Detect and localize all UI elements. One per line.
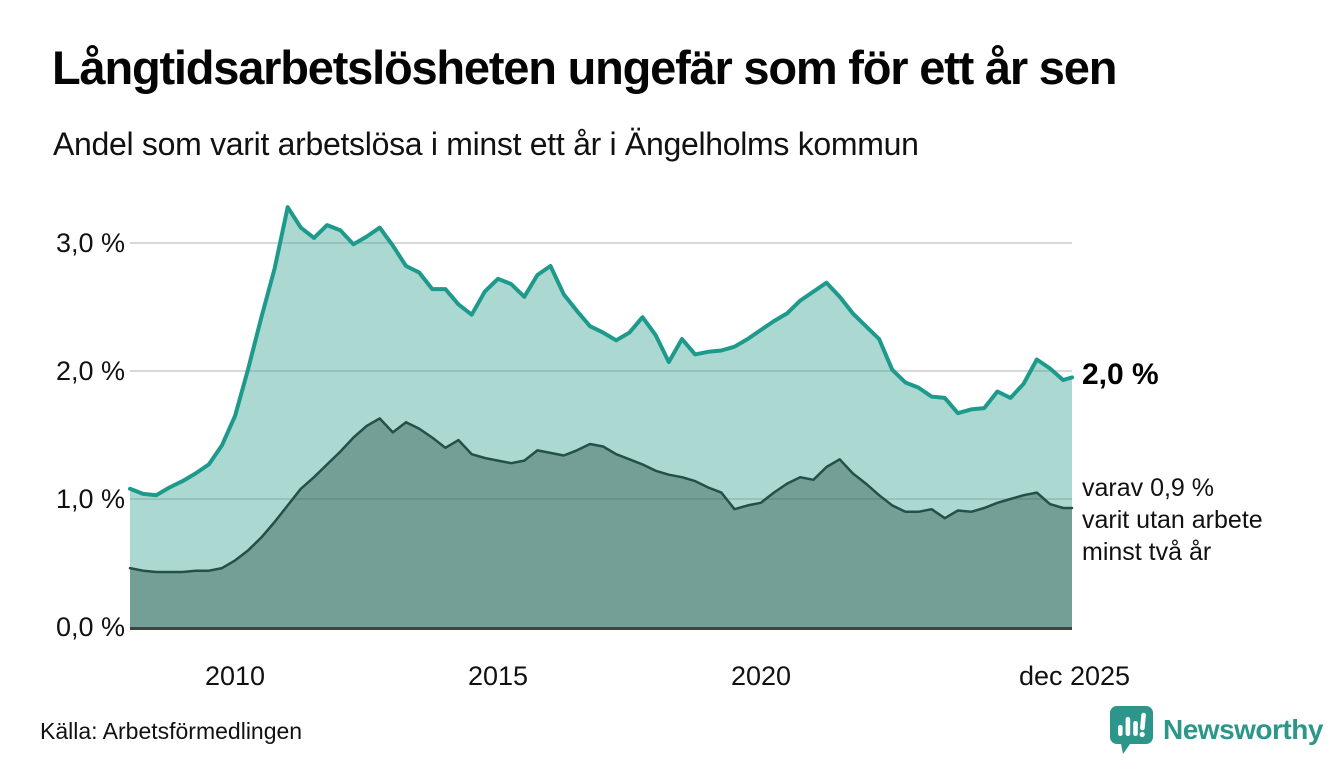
series2-annotation-line2: varit utan arbete bbox=[1082, 506, 1263, 534]
y-tick-0: 0,0 % bbox=[55, 612, 125, 642]
newsworthy-speech-bubble-bar-chart-icon bbox=[1110, 706, 1153, 754]
y-tick-2: 2,0 % bbox=[55, 356, 125, 386]
y-tick-1: 1,0 % bbox=[55, 484, 125, 514]
series1-end-value-label: 2,0 % bbox=[1082, 358, 1159, 391]
x-tick-2015: 2015 bbox=[467, 661, 529, 691]
x-tick-2010: 2010 bbox=[204, 661, 266, 691]
x-tick-2020: 2020 bbox=[730, 661, 792, 691]
series2-end-annotation: varav 0,9 % varit utan arbete minst två … bbox=[1082, 472, 1263, 568]
x-tick-dec-2025: dec 2025 bbox=[1018, 661, 1131, 691]
brand-name: Newsworthy bbox=[1163, 714, 1323, 745]
series2-annotation-line1: varav 0,9 % bbox=[1082, 474, 1215, 502]
series2-annotation-line3: minst två år bbox=[1082, 538, 1212, 566]
y-tick-3: 3,0 % bbox=[55, 228, 125, 258]
page-subtitle: Andel som varit arbetslösa i minst ett å… bbox=[53, 126, 919, 162]
page-title: Långtidsarbetslösheten ungefär som för e… bbox=[52, 41, 1117, 94]
source-credit: Källa: Arbetsförmedlingen bbox=[40, 718, 303, 744]
newsworthy-logo: Newsworthy bbox=[1108, 704, 1323, 756]
